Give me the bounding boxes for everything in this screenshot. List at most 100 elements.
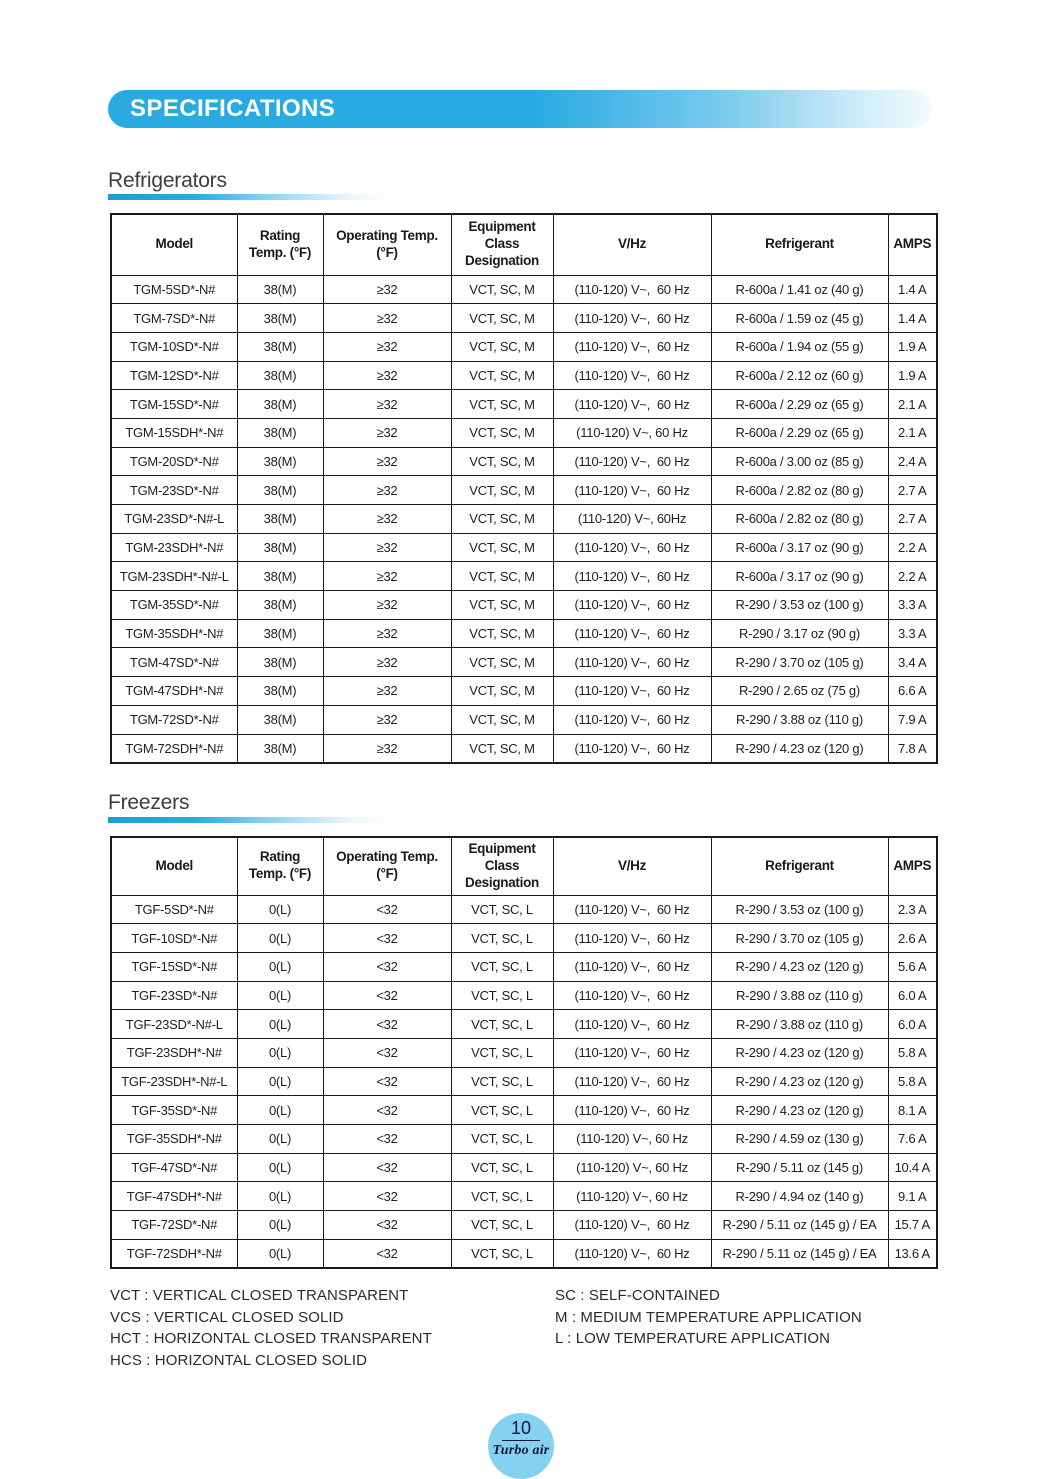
table-cell: TGF-35SD*-N# xyxy=(110,1095,238,1125)
table-cell: 3.3 A xyxy=(887,590,938,620)
column-header: Rating Temp. (°F) xyxy=(236,836,324,896)
column-header: Model xyxy=(110,836,238,896)
table-cell: 38(M) xyxy=(236,360,324,391)
table-row: TGM-5SD*-N# 38(M) ≥32 VCT, SC, M (110-120) V… xyxy=(110,274,938,305)
table-cell: (110-120) V~, 60 Hz xyxy=(552,303,712,333)
table-cell: (110-120) V~, 60 Hz xyxy=(552,561,712,592)
table-cell: TGF-23SD*-N#-L xyxy=(110,1009,238,1039)
table-cell: 2.3 A xyxy=(887,894,938,925)
freezers-table: Model Rating Temp. (°F) Operating Temp. (°… xyxy=(110,836,938,1269)
table-cell: VCT, SC, L xyxy=(450,980,554,1011)
table-cell: ≥32 xyxy=(322,618,452,649)
table-cell: (110-120) V~, 60 Hz xyxy=(552,704,712,735)
column-header: AMPS xyxy=(887,213,938,276)
table-row: TGM-35SDH*-N# 38(M) ≥32 VCT, SC, M (110-120)… xyxy=(110,618,938,649)
table-cell: 2.4 A xyxy=(887,446,938,477)
table-cell: VCT, SC, L xyxy=(450,1238,554,1269)
table-cell: (110-120) V~, 60 Hz xyxy=(552,1095,712,1125)
table-cell: TGM-23SDH*-N# xyxy=(110,532,238,563)
table-cell: 1.9 A xyxy=(887,360,938,391)
table-cell: VCT, SC, L xyxy=(450,1124,554,1154)
table-row: TGF-35SDH*-N# 0(L) <32 VCT, SC, L (110-120) … xyxy=(110,1124,938,1154)
table-cell: ≥32 xyxy=(322,733,452,764)
table-cell: R-290 / 4.59 oz (130 g) xyxy=(710,1124,889,1154)
table-cell: 38(M) xyxy=(236,704,324,735)
refrigerators-table: Model Rating Temp. (°F) Operating Temp. (°… xyxy=(110,213,938,764)
legend-line: VCS : VERTICAL CLOSED SOLID xyxy=(110,1308,344,1326)
table-cell: R-290 / 5.11 oz (145 g) / EA xyxy=(710,1210,889,1240)
table-row: TGM-23SDH*-N#-L 38(M) ≥32 VCT, SC, M (110-12… xyxy=(110,561,938,592)
table-cell: ≥32 xyxy=(322,504,452,534)
table-cell: TGM-47SDH*-N# xyxy=(110,676,238,706)
table-cell: 2.7 A xyxy=(887,504,938,534)
table-cell: <32 xyxy=(322,1152,452,1183)
table-cell: 38(M) xyxy=(236,331,324,362)
table-row: TGF-23SD*-N# 0(L) <32 VCT, SC, L (110-120) V… xyxy=(110,980,938,1011)
table-cell: ≥32 xyxy=(322,647,452,678)
table-cell: 2.2 A xyxy=(887,532,938,563)
table-cell: R-290 / 3.70 oz (105 g) xyxy=(710,647,889,678)
table-cell: 3.4 A xyxy=(887,647,938,678)
table-cell: TGF-5SD*-N# xyxy=(110,894,238,925)
column-header: V/Hz xyxy=(552,213,712,276)
table-cell: ≥32 xyxy=(322,389,452,419)
table-cell: TGF-23SDH*-N# xyxy=(110,1037,238,1068)
table-cell: VCT, SC, M xyxy=(450,475,554,505)
table-cell: 5.6 A xyxy=(887,951,938,982)
table-cell: (110-120) V~, 60 Hz xyxy=(552,446,712,477)
table-row: TGF-47SDH*-N# 0(L) <32 VCT, SC, L (110-120) … xyxy=(110,1181,938,1212)
legend-line: M : MEDIUM TEMPERATURE APPLICATION xyxy=(555,1308,862,1326)
column-header: AMPS xyxy=(887,836,938,896)
table-row: TGF-35SD*-N# 0(L) <32 VCT, SC, L (110-120) V… xyxy=(110,1095,938,1125)
table-cell: (110-120) V~, 60 Hz xyxy=(552,1238,712,1269)
table-cell: <32 xyxy=(322,1095,452,1125)
column-header: Equipment Class Designation xyxy=(450,213,554,276)
table-row: TGF-72SD*-N# 0(L) <32 VCT, SC, L (110-120) V… xyxy=(110,1210,938,1240)
table-cell: 5.8 A xyxy=(887,1037,938,1068)
table-cell: 38(M) xyxy=(236,475,324,505)
table-cell: 3.3 A xyxy=(887,618,938,649)
table-row: TGF-72SDH*-N# 0(L) <32 VCT, SC, L (110-120) … xyxy=(110,1238,938,1269)
table-cell: (110-120) V~, 60 Hz xyxy=(552,1210,712,1240)
table-cell: VCT, SC, M xyxy=(450,676,554,706)
table-cell: TGM-23SD*-N# xyxy=(110,475,238,505)
table-cell: TGF-23SD*-N# xyxy=(110,980,238,1011)
table-cell: VCT, SC, L xyxy=(450,894,554,925)
page-number-bubble: 10 Turbo air xyxy=(488,1413,554,1479)
table-cell: R-290 / 3.70 oz (105 g) xyxy=(710,923,889,953)
table-cell: TGF-47SDH*-N# xyxy=(110,1181,238,1212)
table-cell: (110-120) V~, 60 Hz xyxy=(552,980,712,1011)
table-cell: ≥32 xyxy=(322,704,452,735)
table-row: TGM-23SDH*-N# 38(M) ≥32 VCT, SC, M (110-120)… xyxy=(110,532,938,563)
table-cell: VCT, SC, L xyxy=(450,1009,554,1039)
table-cell: VCT, SC, M xyxy=(450,618,554,649)
legend-left-column: VCT : VERTICAL CLOSED TRANSPARENT VCS : V… xyxy=(110,1285,432,1371)
table-cell: 0(L) xyxy=(236,951,324,982)
table-cell: VCT, SC, L xyxy=(450,1066,554,1097)
table-cell: <32 xyxy=(322,894,452,925)
table-cell: 0(L) xyxy=(236,1124,324,1154)
table-cell: <32 xyxy=(322,1210,452,1240)
page-number: 10 xyxy=(501,1418,541,1441)
table-row: TGF-47SD*-N# 0(L) <32 VCT, SC, L (110-120) V… xyxy=(110,1152,938,1183)
table-cell: R-600a / 3.17 oz (90 g) xyxy=(710,561,889,592)
table-cell: R-600a / 1.94 oz (55 g) xyxy=(710,331,889,362)
legend-line: VCT : VERTICAL CLOSED TRANSPARENT xyxy=(110,1287,409,1304)
table-cell: 0(L) xyxy=(236,1152,324,1183)
table-cell: ≥32 xyxy=(322,561,452,592)
legend-line: SC : SELF-CONTAINED xyxy=(555,1287,720,1304)
table-cell: VCT, SC, L xyxy=(450,1037,554,1068)
column-header: Equipment Class Designation xyxy=(450,836,554,896)
table-cell: ≥32 xyxy=(322,446,452,477)
table-row: TGM-35SD*-N# 38(M) ≥32 VCT, SC, M (110-120) … xyxy=(110,590,938,620)
table-cell: ≥32 xyxy=(322,590,452,620)
table-cell: (110-120) V~, 60 Hz xyxy=(552,331,712,362)
table-cell: R-600a / 1.59 oz (45 g) xyxy=(710,303,889,333)
table-cell: 38(M) xyxy=(236,647,324,678)
table-row: TGF-23SDH*-N# 0(L) <32 VCT, SC, L (110-120) … xyxy=(110,1037,938,1068)
table-cell: 5.8 A xyxy=(887,1066,938,1097)
table-row: TGM-10SD*-N# 38(M) ≥32 VCT, SC, M (110-120) … xyxy=(110,331,938,362)
table-cell: <32 xyxy=(322,1181,452,1212)
table-row: TGM-72SD*-N# 38(M) ≥32 VCT, SC, M (110-120) … xyxy=(110,704,938,735)
table-cell: <32 xyxy=(322,1037,452,1068)
